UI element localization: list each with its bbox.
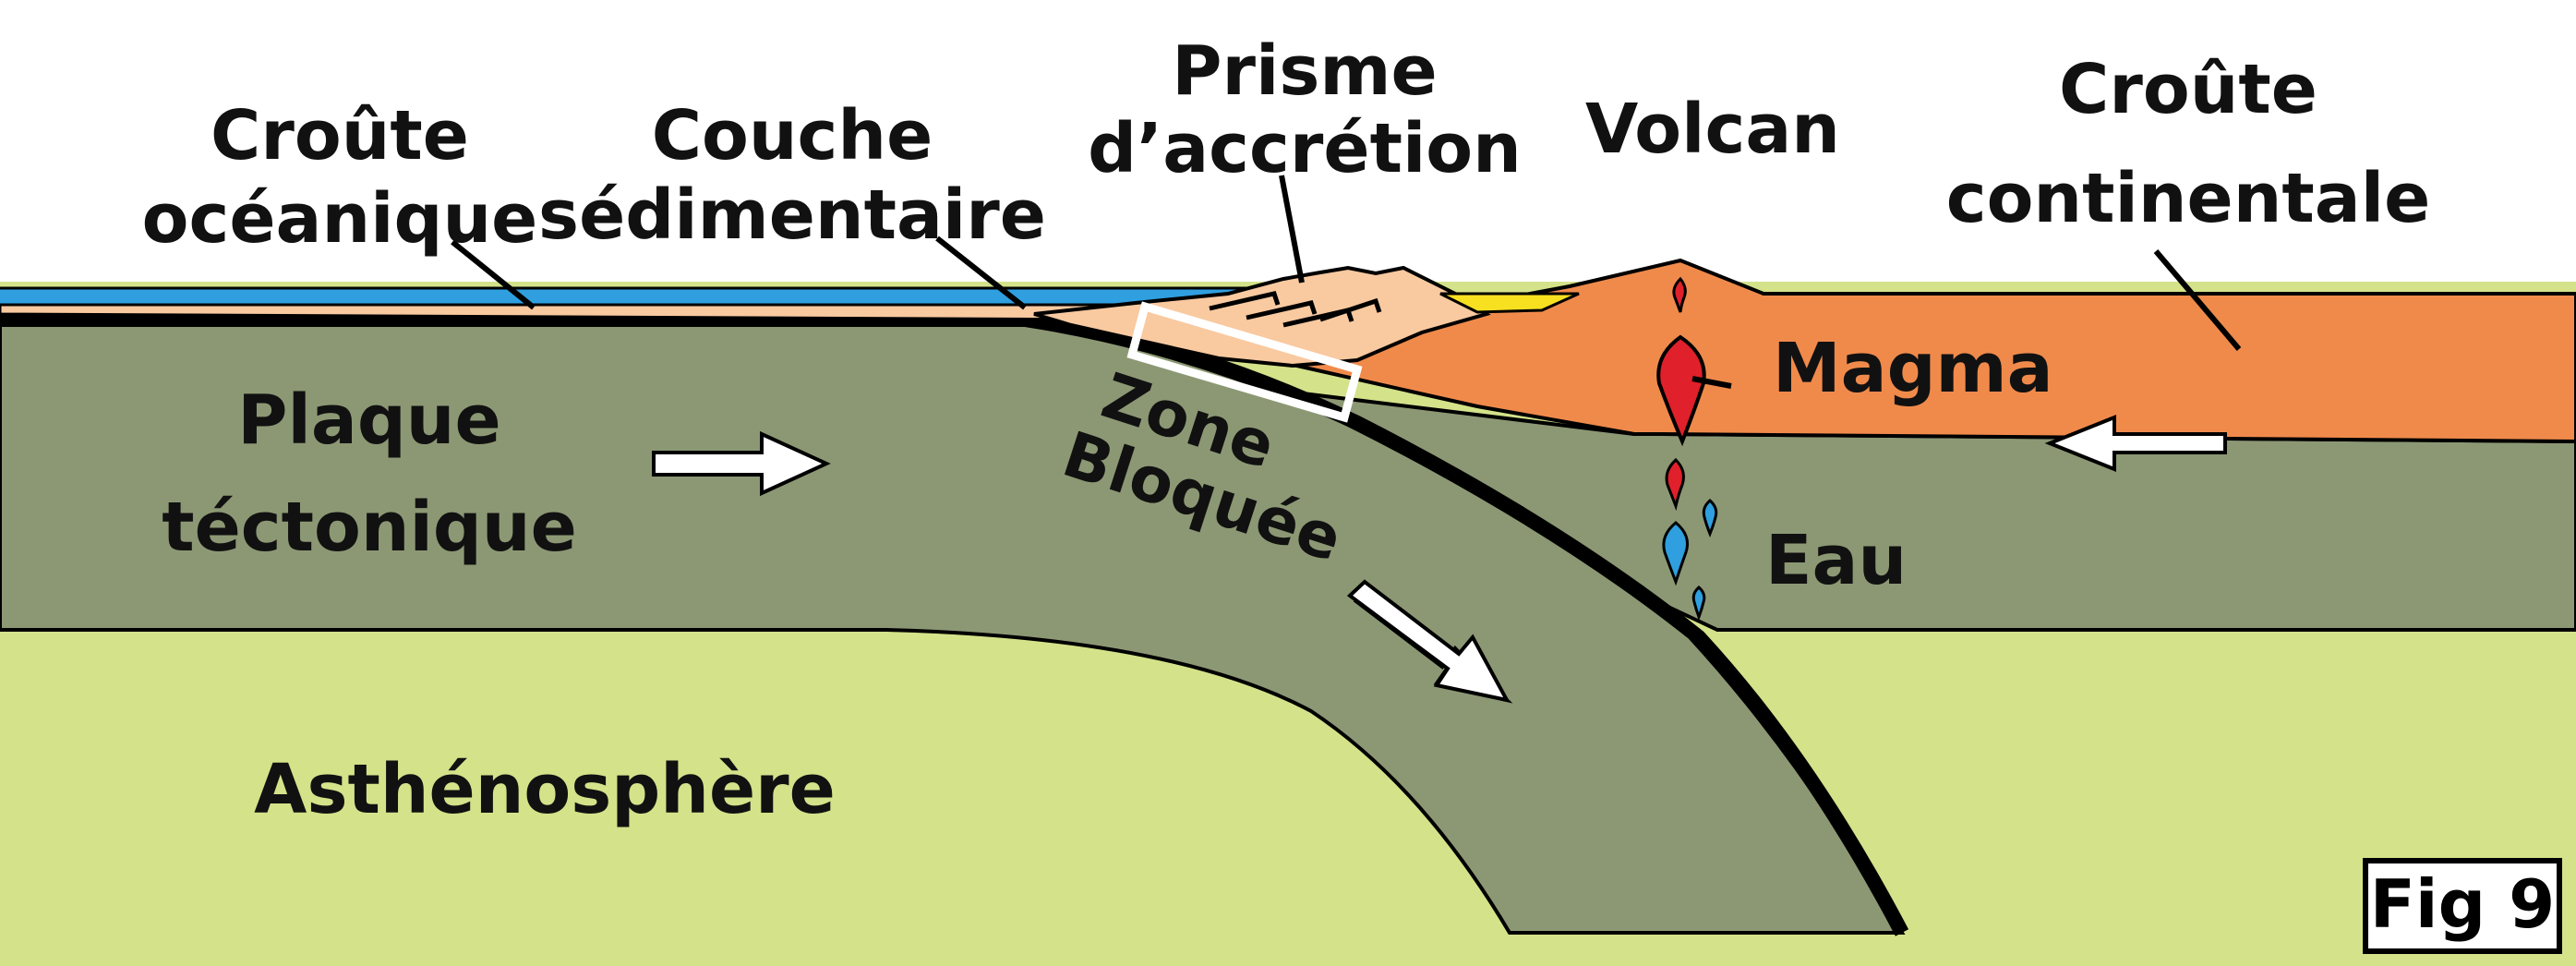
- continent-motion-arrow-left: [2044, 415, 2227, 472]
- water-drop-3: [1691, 586, 1706, 622]
- figure-badge-box: [2363, 858, 2562, 954]
- water-drop-2: [1702, 498, 1718, 538]
- label-croute-oceanique-line2: océanique: [142, 179, 538, 259]
- magma-droplet-bottom: [1665, 457, 1685, 512]
- label-croute-continentale-line1: Croûte: [2059, 50, 2317, 129]
- subduction-arrow-shaft: [1346, 579, 1511, 703]
- label-plaque-line1: Plaque: [237, 380, 500, 460]
- label-volcan: Volcan: [1585, 90, 1840, 169]
- plate-motion-arrow-right: [652, 430, 831, 497]
- locked-zone-box: [1126, 301, 1363, 423]
- leader-lines: [451, 175, 2242, 389]
- figure-label: Fig 9: [2370, 865, 2556, 943]
- label-croute-oceanique-line1: Croûte: [211, 96, 469, 175]
- label-couche-sedimentaire-line1: Couche: [652, 96, 933, 175]
- magma-droplet-top: [1672, 276, 1687, 313]
- label-croute-continentale-line2: continentale: [1946, 159, 2431, 238]
- water-drop-1: [1662, 521, 1690, 586]
- label-prisme-accretion-line1: Prisme: [1172, 31, 1437, 111]
- sky-area: [0, 0, 2576, 282]
- volcanic-deposit: [1439, 292, 1580, 314]
- label-couche-sedimentaire-line2: sédimentaire: [538, 175, 1046, 255]
- label-magma: Magma: [1773, 329, 2053, 408]
- ocean-layer: [0, 288, 1274, 305]
- label-tectonique-line2: téctonique: [162, 488, 577, 567]
- label-eau: Eau: [1765, 521, 1907, 600]
- plate-top-boundary: [0, 312, 1909, 936]
- label-prisme-accretion-line2: d’accrétion: [1088, 109, 1522, 188]
- magma-plume: [1656, 334, 1706, 447]
- label-asthenosphere: Asthénosphère: [254, 750, 836, 829]
- prism-thrust-marks: [1209, 291, 1382, 328]
